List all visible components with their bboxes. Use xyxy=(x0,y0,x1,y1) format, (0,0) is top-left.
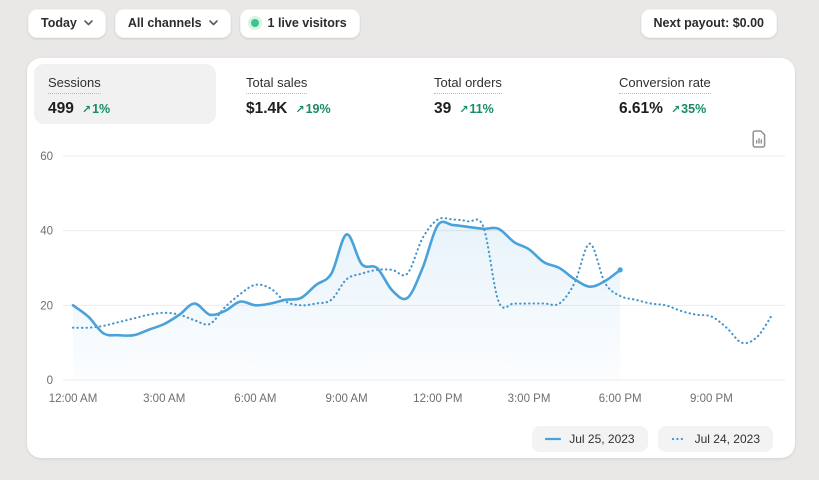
svg-text:40: 40 xyxy=(40,226,53,238)
analytics-topbar: Today All channels 1 live visitors Next … xyxy=(28,8,777,38)
date-range-dropdown[interactable]: Today xyxy=(28,8,106,38)
legend-label: Jul 25, 2023 xyxy=(569,432,635,446)
svg-text:3:00 AM: 3:00 AM xyxy=(143,393,185,405)
overview-dashboard-card: Sessions 499 ↗ 1% Total sales $1.4K ↗ 19… xyxy=(27,58,795,458)
trend-up-icon: ↗ xyxy=(81,104,92,116)
chevron-down-icon xyxy=(84,20,93,26)
metric-delta-value: 1% xyxy=(92,102,111,116)
live-dot-icon xyxy=(250,19,259,27)
live-visitors-label: 1 live visitors xyxy=(267,16,347,30)
chevron-down-icon xyxy=(208,20,218,26)
metric-value: 39 xyxy=(434,100,452,117)
metric-label: Conversion rate xyxy=(619,75,711,94)
trend-up-icon: ↗ xyxy=(670,104,681,116)
metric-value: 499 xyxy=(48,100,74,117)
metric-tab-total-orders[interactable]: Total orders 39 ↗ 11% xyxy=(420,64,516,128)
svg-text:20: 20 xyxy=(40,300,53,312)
document-chart-icon xyxy=(751,130,765,148)
metric-delta-value: 35% xyxy=(681,102,707,116)
live-visitors-badge[interactable]: 1 live visitors xyxy=(239,8,360,38)
svg-text:12:00 AM: 12:00 AM xyxy=(49,393,98,405)
channel-filter-label: All channels xyxy=(127,16,202,30)
svg-text:60: 60 xyxy=(40,151,53,163)
svg-text:6:00 PM: 6:00 PM xyxy=(599,393,642,405)
date-range-label: Today xyxy=(41,16,77,30)
svg-text:9:00 AM: 9:00 AM xyxy=(325,393,367,405)
legend-label: Jul 24, 2023 xyxy=(694,432,760,446)
metric-delta-value: 11% xyxy=(469,102,494,116)
solid-line-icon xyxy=(545,437,562,441)
metric-value: 6.61% xyxy=(619,100,663,117)
metric-tab-total-sales[interactable]: Total sales $1.4K ↗ 19% xyxy=(232,64,345,128)
metric-tab-sessions[interactable]: Sessions 499 ↗ 1% xyxy=(34,64,216,124)
metric-delta-value: 19% xyxy=(305,102,331,116)
metric-delta: ↗ 11% xyxy=(459,102,494,116)
next-payout-button[interactable]: Next payout: $0.00 xyxy=(640,8,777,38)
dotted-line-icon xyxy=(671,437,687,441)
chart-legend: Jul 25, 2023 Jul 24, 2023 xyxy=(532,426,773,452)
svg-text:3:00 PM: 3:00 PM xyxy=(508,393,551,405)
channel-filter-dropdown[interactable]: All channels xyxy=(114,8,231,38)
metric-tab-conversion-rate[interactable]: Conversion rate 6.61% ↗ 35% xyxy=(605,64,725,128)
metric-delta: ↗ 19% xyxy=(295,102,330,116)
svg-text:12:00 PM: 12:00 PM xyxy=(413,393,462,405)
svg-text:0: 0 xyxy=(47,375,53,387)
metric-label: Total orders xyxy=(434,75,502,94)
metric-delta: ↗ 35% xyxy=(671,102,706,116)
svg-text:6:00 AM: 6:00 AM xyxy=(234,393,276,405)
metric-label: Total sales xyxy=(246,75,308,94)
metric-label: Sessions xyxy=(48,75,101,94)
next-payout-label: Next payout: $0.00 xyxy=(653,16,764,30)
trend-up-icon: ↗ xyxy=(459,104,469,116)
sessions-line-chart[interactable]: 0 20 40 60 12:00 AM 3:00 AM 6:00 AM 9:00 AM 12:0… xyxy=(33,144,793,420)
metric-value: $1.4K xyxy=(246,100,288,117)
legend-item-jul-24[interactable]: Jul 24, 2023 xyxy=(657,426,773,452)
trend-up-icon: ↗ xyxy=(295,104,305,116)
svg-text:9:00 PM: 9:00 PM xyxy=(690,393,733,405)
export-report-button[interactable] xyxy=(744,124,774,154)
legend-item-jul-25[interactable]: Jul 25, 2023 xyxy=(532,426,648,452)
metric-delta: ↗ 1% xyxy=(82,102,110,116)
